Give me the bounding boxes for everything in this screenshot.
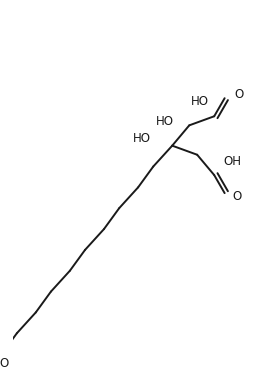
Text: O: O xyxy=(0,357,8,370)
Text: HO: HO xyxy=(156,115,174,128)
Text: HO: HO xyxy=(133,132,151,145)
Text: HO: HO xyxy=(191,94,208,108)
Text: O: O xyxy=(234,88,243,101)
Text: O: O xyxy=(232,190,241,203)
Text: OH: OH xyxy=(224,155,242,168)
